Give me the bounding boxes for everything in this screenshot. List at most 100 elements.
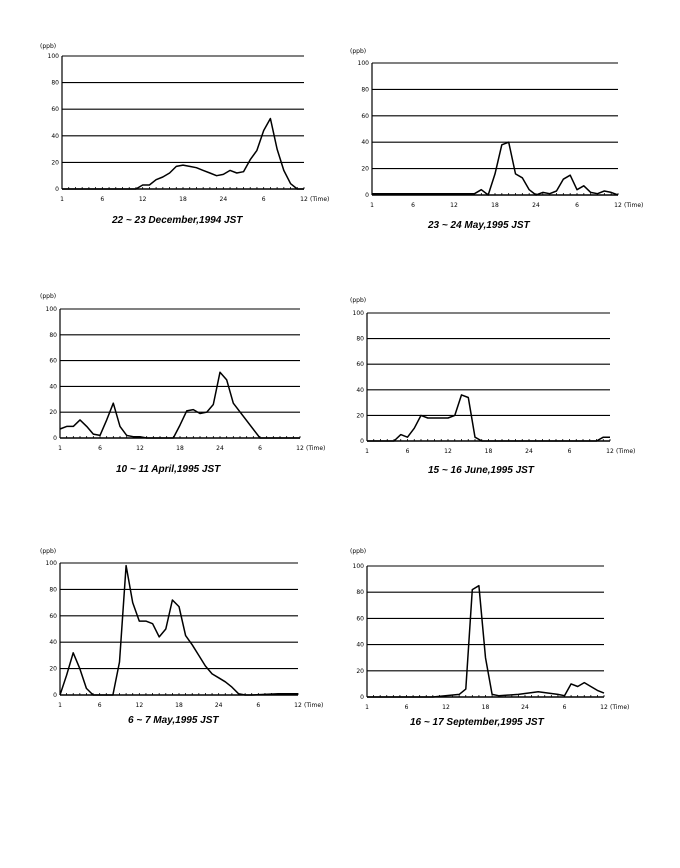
x-axis-label: (Time): [304, 702, 323, 709]
chart-panel-4: (ppb) 0 20 40 60 80 100 1 6 12 18 24 6 12 (Time) 15 ~ …: [340, 297, 660, 497]
y-tick-label: 20: [361, 166, 369, 173]
y-tick-label: 100: [48, 53, 60, 60]
y-tick-label: 0: [360, 438, 364, 445]
x-tick-label: 18: [175, 702, 183, 709]
x-tick-label: 6: [258, 445, 262, 452]
chart-panel-3: (ppb) 0 20 40 60 80 100 1 6 12 18 24 6 12 (Time) 10 ~ …: [30, 292, 340, 497]
x-tick-label: 6: [262, 196, 266, 203]
x-tick-label: 24: [521, 704, 529, 711]
x-axis-label: (Time): [624, 202, 643, 209]
x-tick-label: 6: [406, 448, 410, 455]
x-axis-label: (Time): [616, 448, 635, 455]
x-tick-label: 6: [563, 704, 567, 711]
x-tick-label: 1: [60, 196, 64, 203]
y-tick-label: 20: [356, 668, 364, 675]
y-tick-label: 40: [49, 639, 57, 646]
y-tick-label: 100: [358, 60, 370, 67]
x-tick-label: 6: [405, 704, 409, 711]
y-tick-label: 80: [356, 336, 364, 343]
x-tick-label: 6: [575, 202, 579, 209]
x-tick-label: 24: [216, 445, 224, 452]
x-tick-label: 24: [220, 196, 228, 203]
y-tick-label: 60: [356, 615, 364, 622]
y-tick-label: 0: [53, 435, 57, 442]
x-tick-label: 18: [482, 704, 490, 711]
y-tick-label: 100: [46, 560, 58, 567]
x-tick-label: 18: [179, 196, 187, 203]
chart-4-caption: 15 ~ 16 June,1995 JST: [428, 465, 534, 476]
y-tick-label: 80: [49, 586, 57, 593]
y-tick-label: 40: [356, 642, 364, 649]
y-tick-label: 60: [49, 358, 57, 365]
y-tick-label: 0: [53, 692, 57, 699]
y-tick-label: 60: [51, 106, 59, 113]
chart-panel-2: (ppb) 0 20 40 60 80 100 1 6 12 18 24 6 12 (Time) 23 ~ …: [340, 45, 660, 260]
y-tick-label: 0: [360, 694, 364, 701]
x-tick-label: 12: [444, 448, 452, 455]
x-tick-label: 6: [411, 202, 415, 209]
x-tick-label: 1: [58, 702, 62, 709]
x-tick-label: 18: [176, 445, 184, 452]
x-tick-label: 1: [370, 202, 374, 209]
x-axis-label: (Time): [306, 445, 325, 452]
x-tick-label: 1: [365, 448, 369, 455]
series-line: [372, 141, 619, 196]
x-tick-label: 12: [296, 445, 304, 452]
chart-5-caption: 6 ~ 7 May,1995 JST: [128, 715, 219, 726]
y-tick-label: 80: [356, 589, 364, 596]
y-tick-label: 0: [365, 192, 369, 199]
y-tick-label: 80: [361, 86, 369, 93]
x-tick-label: 6: [256, 702, 260, 709]
x-tick-label: 24: [532, 202, 540, 209]
x-axis-label: (Time): [610, 704, 629, 711]
x-tick-label: 18: [491, 202, 499, 209]
x-tick-label: 18: [485, 448, 493, 455]
series-line: [367, 394, 610, 442]
y-tick-label: 40: [356, 387, 364, 394]
y-tick-label: 80: [51, 80, 59, 87]
x-tick-label: 24: [525, 448, 533, 455]
x-tick-label: 12: [300, 196, 308, 203]
chart-6-caption: 16 ~ 17 September,1995 JST: [410, 717, 544, 728]
x-tick-label: 12: [442, 704, 450, 711]
y-tick-label: 20: [51, 159, 59, 166]
y-tick-label: 60: [49, 613, 57, 620]
x-tick-label: 12: [136, 445, 144, 452]
y-tick-label: 80: [49, 332, 57, 339]
y-tick-label: 40: [361, 139, 369, 146]
x-tick-label: 6: [100, 196, 104, 203]
y-tick-label: 100: [353, 310, 365, 317]
y-unit-label: (ppb): [40, 293, 56, 300]
x-tick-label: 24: [215, 702, 223, 709]
x-tick-label: 1: [58, 445, 62, 452]
chart-3-caption: 10 ~ 11 April,1995 JST: [116, 464, 221, 475]
y-tick-label: 0: [55, 186, 59, 193]
series-line: [62, 117, 304, 190]
x-tick-label: 6: [98, 445, 102, 452]
y-unit-label: (ppb): [350, 548, 366, 555]
y-unit-label: (ppb): [40, 43, 56, 50]
series-line: [59, 564, 298, 696]
y-unit-label: (ppb): [350, 297, 366, 304]
x-tick-label: 12: [139, 196, 147, 203]
x-tick-label: 12: [606, 448, 614, 455]
x-tick-label: 12: [614, 202, 622, 209]
y-tick-label: 100: [353, 563, 365, 570]
x-tick-label: 12: [450, 202, 458, 209]
y-tick-label: 60: [361, 113, 369, 120]
y-tick-label: 20: [356, 412, 364, 419]
x-tick-label: 6: [568, 448, 572, 455]
series-line: [367, 584, 605, 698]
y-tick-label: 40: [49, 383, 57, 390]
chart-1-caption: 22 ~ 23 December,1994 JST: [112, 215, 243, 226]
series-line: [59, 371, 300, 439]
x-tick-label: 12: [136, 702, 144, 709]
x-axis-label: (Time): [310, 196, 329, 203]
y-tick-label: 20: [49, 409, 57, 416]
x-tick-label: 6: [98, 702, 102, 709]
chart-panel-5: (ppb) 0 20 40 60 80 100 1 6 12 18 24 6 12 (Time) 6 ~ 7…: [30, 545, 340, 745]
